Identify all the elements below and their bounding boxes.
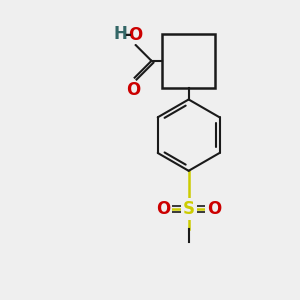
Text: H: H [113, 25, 127, 43]
Text: O: O [126, 81, 140, 99]
Text: O: O [129, 26, 143, 44]
Text: O: O [156, 200, 170, 218]
Text: -: - [124, 26, 131, 44]
Text: S: S [183, 200, 195, 218]
Text: O: O [207, 200, 221, 218]
